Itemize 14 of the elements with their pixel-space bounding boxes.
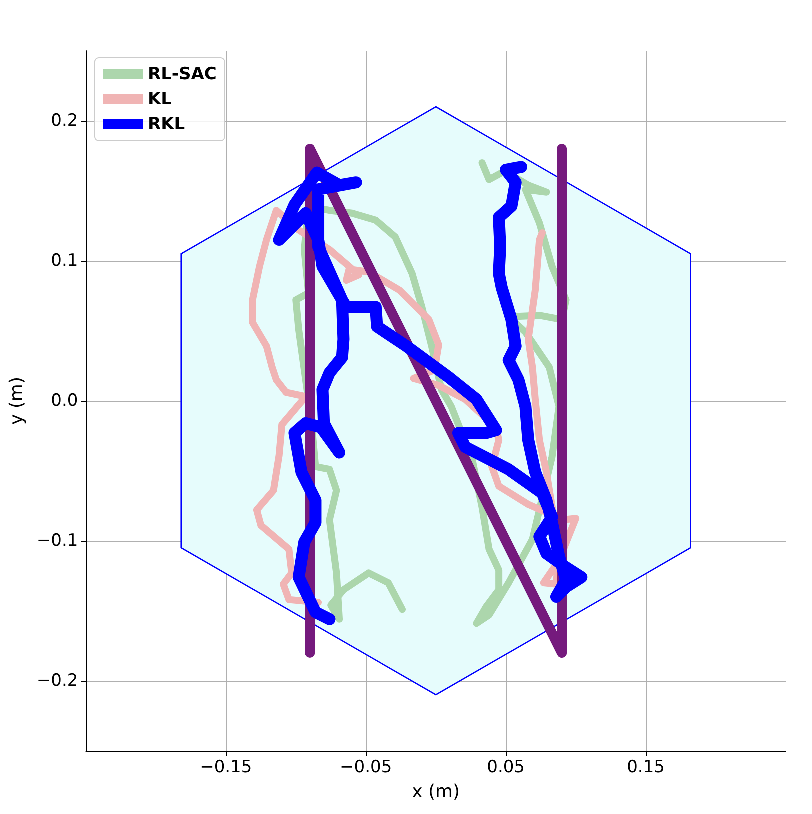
- y-tick-label: −0.2: [36, 671, 78, 691]
- legend-label: KL: [148, 90, 172, 110]
- legend-label: RKL: [148, 114, 186, 134]
- x-tick-label: −0.15: [200, 758, 252, 778]
- legend-label: RL-SAC: [148, 64, 217, 84]
- y-axis-title: y (m): [6, 377, 28, 425]
- y-tick-label: 0.0: [51, 391, 78, 411]
- x-tick-label: −0.05: [340, 758, 392, 778]
- y-tick-label: 0.1: [51, 251, 78, 271]
- y-tick-label: 0.2: [51, 111, 78, 131]
- x-tick-label: 0.05: [487, 758, 525, 778]
- x-tick-label: 0.15: [627, 758, 665, 778]
- y-tick-label: −0.1: [36, 531, 78, 551]
- x-axis-title: x (m): [412, 782, 460, 802]
